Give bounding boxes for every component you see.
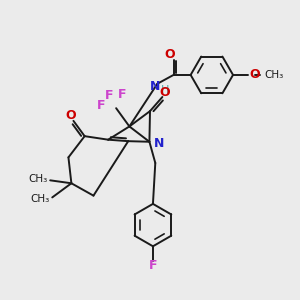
Text: O: O <box>165 48 175 61</box>
Text: O: O <box>66 109 76 122</box>
Text: F: F <box>149 259 157 272</box>
Text: H: H <box>160 85 169 95</box>
Text: CH₃: CH₃ <box>30 194 49 204</box>
Text: CH₃: CH₃ <box>265 70 284 80</box>
Text: O: O <box>250 68 260 81</box>
Text: F: F <box>104 89 113 102</box>
Text: F: F <box>118 88 126 101</box>
Text: O: O <box>159 86 170 99</box>
Text: F: F <box>97 99 105 112</box>
Text: N: N <box>150 80 160 93</box>
Text: CH₃: CH₃ <box>28 174 47 184</box>
Text: N: N <box>154 137 164 150</box>
